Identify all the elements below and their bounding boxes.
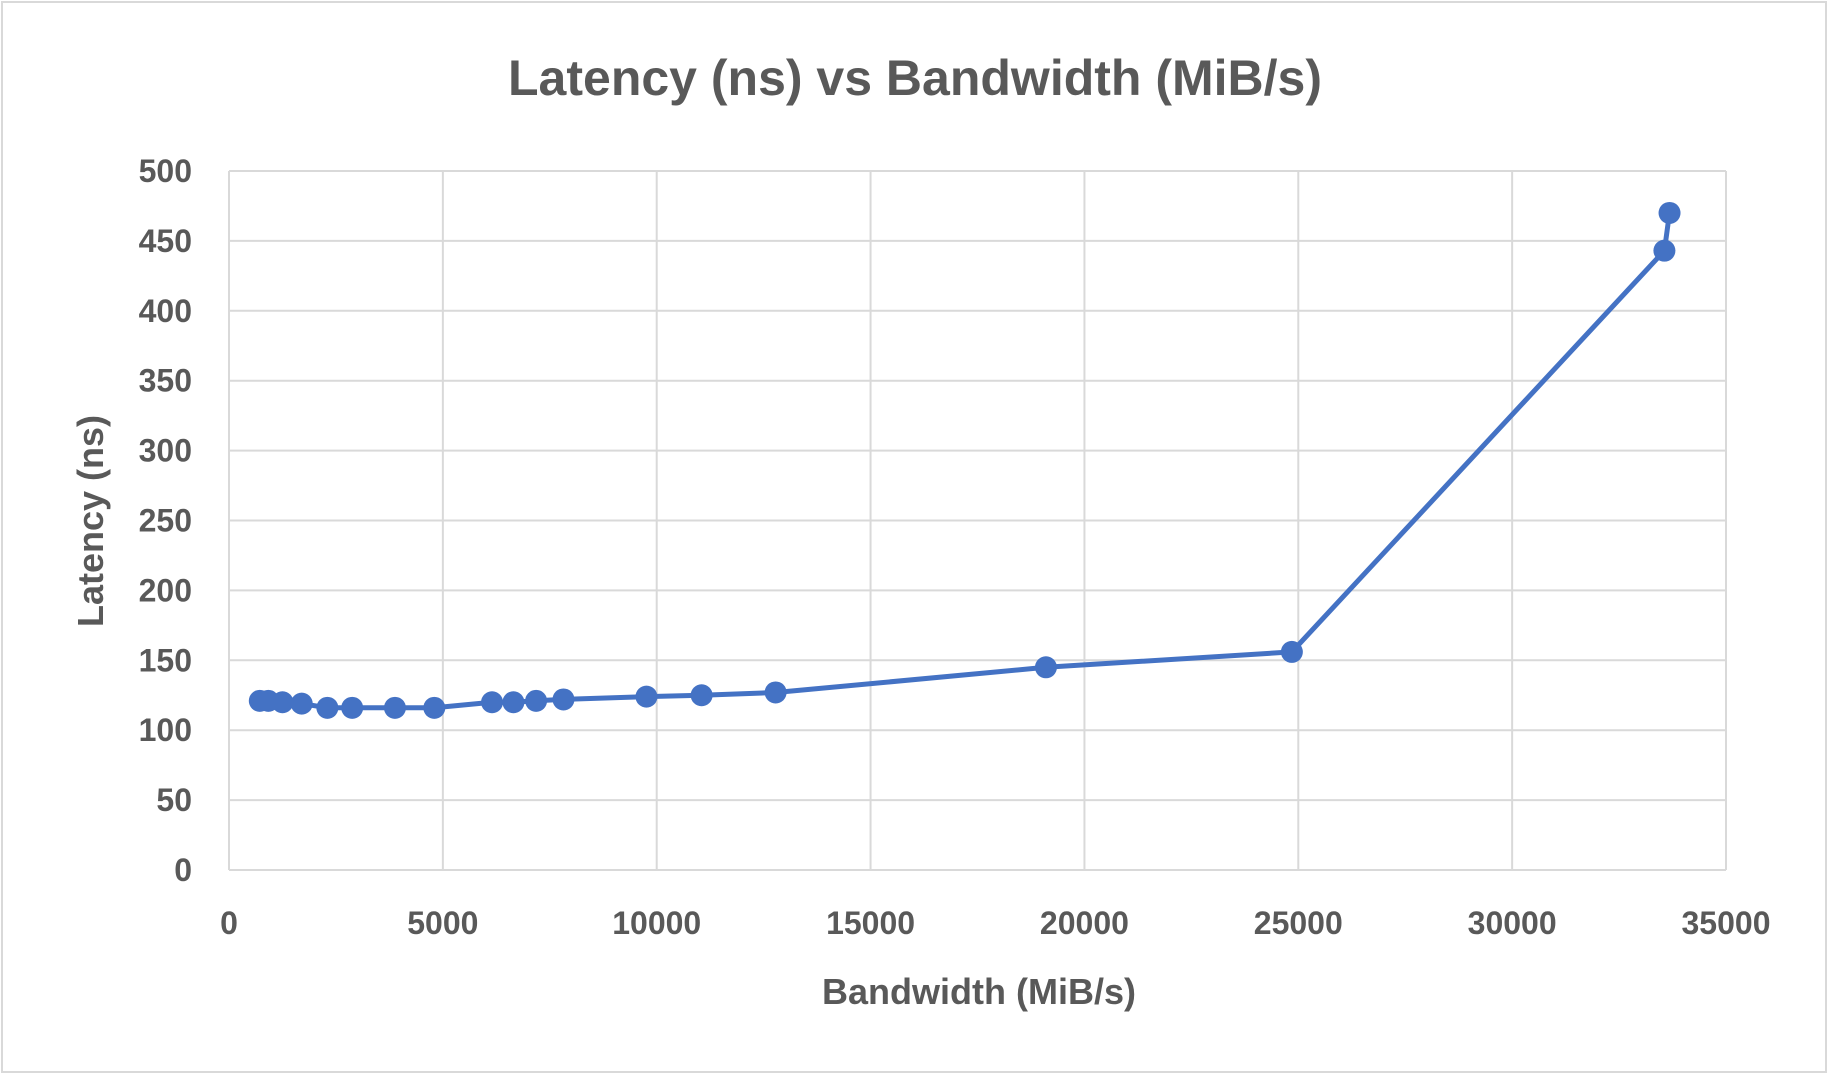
x-tick-label: 20000	[1040, 905, 1129, 941]
y-tick-label: 400	[139, 293, 192, 329]
y-tick-label: 450	[139, 223, 192, 259]
data-point	[316, 696, 339, 719]
series	[248, 201, 1681, 719]
data-point	[552, 688, 575, 711]
data-point	[481, 691, 504, 714]
data-point	[248, 689, 271, 712]
data-point	[1034, 656, 1057, 679]
data-point	[690, 684, 713, 707]
x-axis-title: Bandwidth (MiB/s)	[822, 971, 1136, 1012]
data-point	[341, 696, 364, 719]
data-point	[635, 685, 658, 708]
y-tick-label: 250	[139, 503, 192, 539]
y-tick-label: 200	[139, 572, 192, 608]
gridlines	[228, 170, 1727, 871]
x-tick-label: 30000	[1468, 905, 1557, 941]
data-point	[764, 681, 787, 704]
data-point	[290, 692, 313, 715]
x-tick-label: 15000	[826, 905, 915, 941]
data-point	[525, 689, 548, 712]
x-tick-label: 10000	[612, 905, 701, 941]
y-axis-title: Latency (ns)	[70, 415, 111, 627]
y-tick-label: 50	[156, 782, 192, 818]
y-tick-label: 150	[139, 642, 192, 678]
x-tick-label: 5000	[407, 905, 478, 941]
y-tick-label: 350	[139, 363, 192, 399]
x-tick-label: 35000	[1682, 905, 1771, 941]
data-point	[1280, 640, 1303, 663]
y-tick-label: 500	[139, 153, 192, 189]
data-point	[423, 696, 446, 719]
data-point	[1653, 239, 1676, 262]
data-point	[383, 696, 406, 719]
x-tick-label: 0	[220, 905, 238, 941]
data-point	[502, 691, 525, 714]
y-tick-label: 300	[139, 433, 192, 469]
y-tick-label: 100	[139, 712, 192, 748]
y-tick-label: 0	[174, 852, 192, 888]
data-point	[1658, 201, 1681, 224]
chart-title: Latency (ns) vs Bandwidth (MiB/s)	[508, 50, 1322, 106]
series-line	[257, 210, 1672, 711]
x-tick-label: 25000	[1254, 905, 1343, 941]
